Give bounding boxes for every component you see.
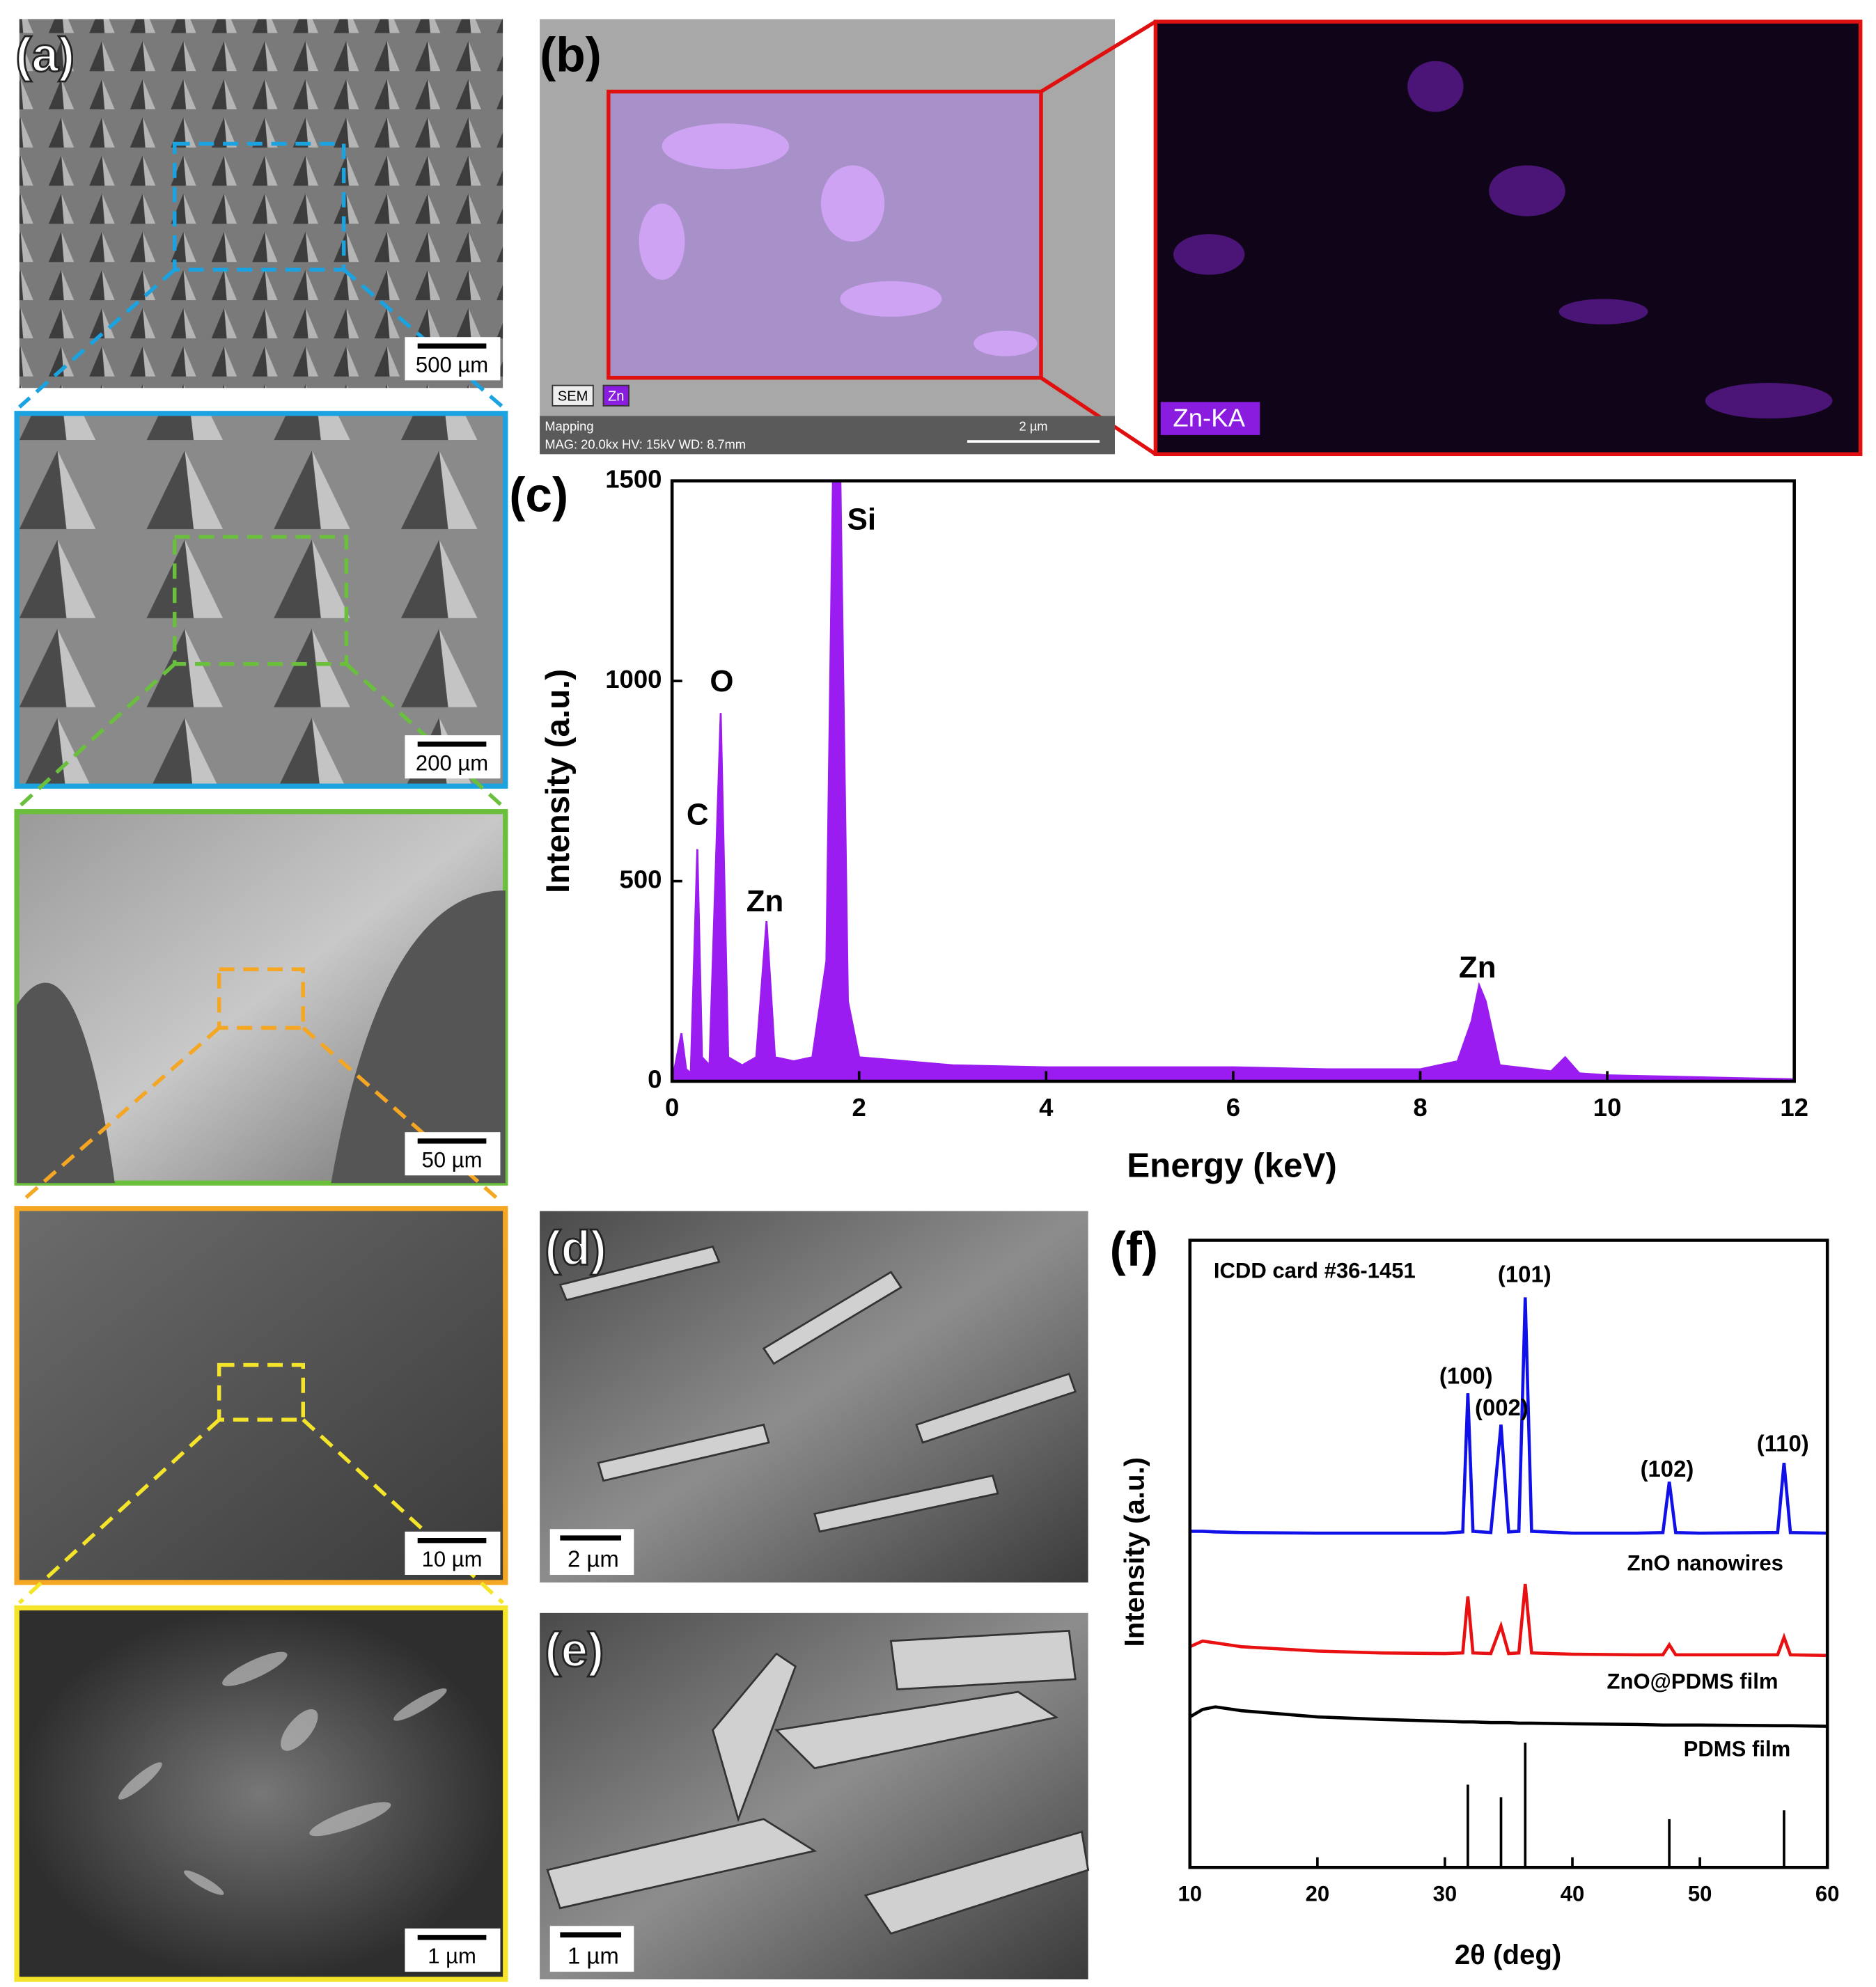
map-label: Zn-KA bbox=[1173, 404, 1245, 432]
plot-frame bbox=[1188, 1239, 1829, 1869]
scale-bar-label: 50 µm bbox=[422, 1147, 483, 1172]
panel-label: (f) bbox=[1110, 1222, 1158, 1276]
sem-image bbox=[14, 1206, 508, 1585]
panel-label: (a) bbox=[15, 27, 75, 81]
x-axis-title: 2θ (deg) bbox=[1455, 1939, 1561, 1970]
xrd-curve bbox=[1189, 1705, 1828, 1728]
scale-bar-label: 1 µm bbox=[428, 1944, 476, 1968]
nanowire-texture bbox=[118, 1651, 447, 1895]
badge-label: SEM bbox=[558, 388, 588, 404]
y-tick-label: 500 bbox=[620, 865, 662, 893]
x-tick-label: 8 bbox=[1413, 1093, 1427, 1122]
panel-label: (e) bbox=[545, 1623, 604, 1677]
scale-bar-label: 10 µm bbox=[422, 1547, 483, 1571]
panel-label: (c) bbox=[509, 468, 568, 522]
peak-label: (002) bbox=[1475, 1395, 1529, 1420]
sem-texture bbox=[17, 890, 506, 1184]
nanorod-texture bbox=[546, 1245, 1090, 1935]
peak-label: Zn bbox=[747, 884, 784, 918]
peak-label: (102) bbox=[1641, 1456, 1694, 1482]
zn-signal bbox=[639, 123, 1038, 356]
scale-bar-label: 500 µm bbox=[416, 352, 488, 377]
badge-label: Zn bbox=[608, 388, 624, 404]
x-tick-label: 60 bbox=[1815, 1882, 1840, 1906]
x-tick-label: 12 bbox=[1780, 1093, 1808, 1122]
peak-label: C bbox=[687, 798, 709, 832]
sem-image bbox=[19, 19, 503, 388]
element-map bbox=[1153, 19, 1863, 457]
panel-label: (b) bbox=[540, 27, 602, 81]
spectrum bbox=[671, 480, 1796, 1083]
x-tick-label: 20 bbox=[1306, 1882, 1330, 1906]
sem-image bbox=[14, 411, 508, 789]
x-tick-label: 10 bbox=[1178, 1882, 1203, 1906]
peak-label: O bbox=[710, 664, 733, 698]
y-axis-title: Intensity (a.u.) bbox=[1119, 1457, 1150, 1647]
zn-signal bbox=[1173, 61, 1833, 419]
y-tick-label: 1500 bbox=[605, 464, 662, 493]
series-label: PDMS film bbox=[1684, 1736, 1791, 1761]
reference-label: ICDD card #36-1451 bbox=[1214, 1258, 1416, 1282]
scale-bar-label: 200 µm bbox=[416, 751, 488, 775]
y-axis-title: Intensity (a.u.) bbox=[540, 669, 577, 893]
series-label: ZnO nanowires bbox=[1627, 1551, 1783, 1576]
xrd-curve bbox=[1189, 1297, 1828, 1535]
peak-label: (110) bbox=[1757, 1430, 1809, 1456]
x-tick-label: 2 bbox=[852, 1093, 866, 1122]
series-label: ZnO@PDMS film bbox=[1607, 1670, 1779, 1694]
map-label-bg bbox=[1160, 402, 1260, 435]
y-tick-label: 1000 bbox=[605, 665, 662, 693]
badge bbox=[552, 384, 594, 407]
peak-label: (100) bbox=[1439, 1362, 1493, 1388]
peak-label: Si bbox=[847, 503, 876, 537]
x-tick-label: 30 bbox=[1433, 1882, 1457, 1906]
footer-title: Mapping bbox=[545, 419, 593, 434]
footer-info: MAG: 20.0kx HV: 15kV WD: 8.7mm bbox=[545, 437, 746, 451]
scale-bar-label: 2 µm bbox=[568, 1546, 619, 1572]
scale-bar-label: 1 µm bbox=[568, 1943, 619, 1969]
scale-bar-label: 2 µm bbox=[1019, 419, 1048, 434]
x-tick-label: 40 bbox=[1561, 1882, 1585, 1906]
x-tick-label: 6 bbox=[1226, 1093, 1240, 1122]
xrd-curve bbox=[1189, 1583, 1828, 1658]
x-tick-label: 4 bbox=[1039, 1093, 1054, 1122]
badge bbox=[602, 384, 630, 407]
x-axis-title: Energy (keV) bbox=[1127, 1146, 1337, 1184]
info-bar bbox=[540, 416, 1115, 455]
y-tick-label: 0 bbox=[648, 1065, 662, 1094]
peak-label: (101) bbox=[1498, 1261, 1551, 1287]
x-tick-label: 10 bbox=[1593, 1093, 1622, 1122]
peak-label: Zn bbox=[1459, 950, 1496, 984]
x-tick-label: 50 bbox=[1688, 1882, 1712, 1906]
x-tick-label: 0 bbox=[665, 1093, 679, 1122]
panel-label: (d) bbox=[545, 1220, 607, 1275]
